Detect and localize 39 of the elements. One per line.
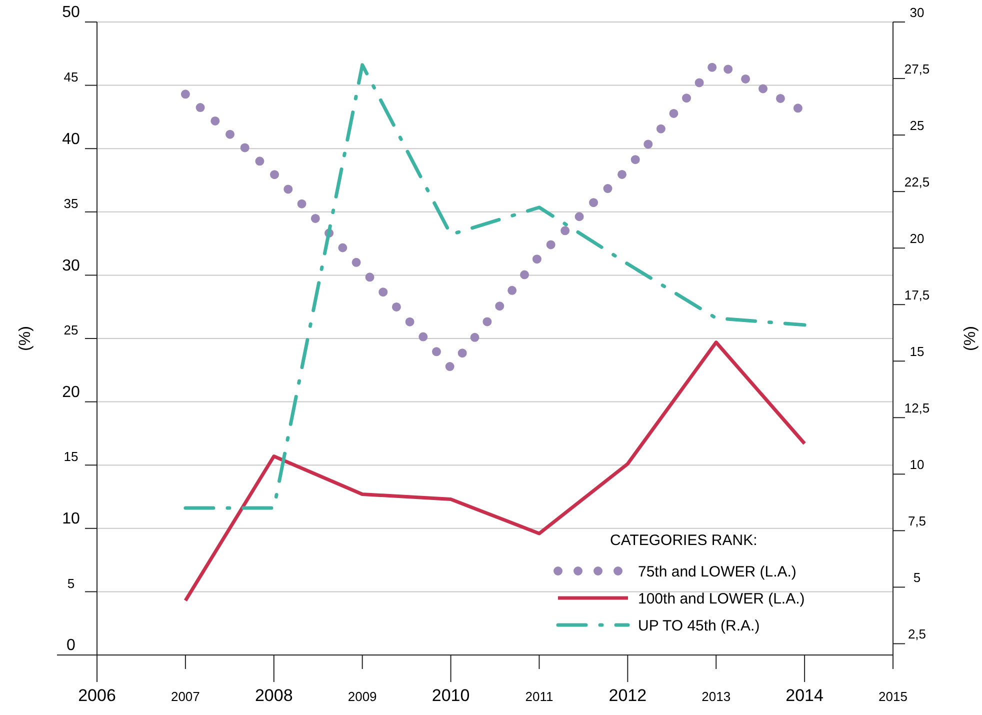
- x-tick-label: 2011: [525, 689, 554, 704]
- y-tick-label: 40: [62, 130, 80, 148]
- y-tick-label: 10: [62, 510, 80, 528]
- x-tick-label: 2012: [608, 686, 647, 705]
- x-tick-label: 2010: [432, 686, 470, 705]
- y2-tick-label: 15: [910, 344, 924, 359]
- y2-tick-label: 25: [910, 118, 924, 133]
- legend-label: 75th and LOWER (L.A.): [638, 563, 796, 580]
- y-tick-label: 50: [62, 4, 80, 22]
- x-tick-label: 2009: [348, 689, 377, 704]
- legend-label: UP TO 45th (R.A.): [638, 617, 760, 634]
- y2-tick-label: 20: [910, 230, 924, 246]
- y-tick-label: 35: [64, 196, 78, 211]
- x-tick-label: 2014: [786, 686, 824, 705]
- x-tick-label: 2006: [78, 686, 116, 705]
- y-tick-label: 45: [64, 69, 78, 84]
- y-axis-title: (%): [17, 326, 34, 351]
- y2-tick-label: 10: [910, 456, 924, 472]
- y2-tick-label: 7,5: [908, 513, 926, 528]
- x-tick-label: 2007: [170, 689, 200, 704]
- y2-axis-title: (%): [962, 326, 979, 351]
- x-tick-label: 2015: [878, 689, 908, 704]
- y2-tick-label: 27,5: [904, 61, 930, 76]
- y-tick-label: 0: [66, 637, 76, 654]
- y2-tick-label: 22,5: [904, 174, 930, 190]
- y2-tick-label: 30: [910, 4, 924, 20]
- x-tick-label: 2008: [254, 686, 293, 705]
- y2-tick-label: 12,5: [904, 400, 930, 416]
- legend-title: CATEGORIES RANK:: [610, 532, 758, 549]
- y-tick-label: 25: [64, 322, 78, 338]
- y-tick-label: 5: [67, 576, 75, 591]
- y2-tick-label: 2,5: [908, 626, 926, 642]
- y2-tick-label: 5: [913, 570, 921, 585]
- x-tick-label: 2013: [702, 689, 731, 704]
- y-tick-label: 30: [62, 257, 80, 274]
- legend-label: 100th and LOWER (L.A.): [638, 590, 805, 608]
- y2-tick-label: 17,5: [904, 287, 930, 302]
- y-tick-label: 15: [64, 449, 78, 464]
- y-tick-label: 20: [62, 384, 80, 401]
